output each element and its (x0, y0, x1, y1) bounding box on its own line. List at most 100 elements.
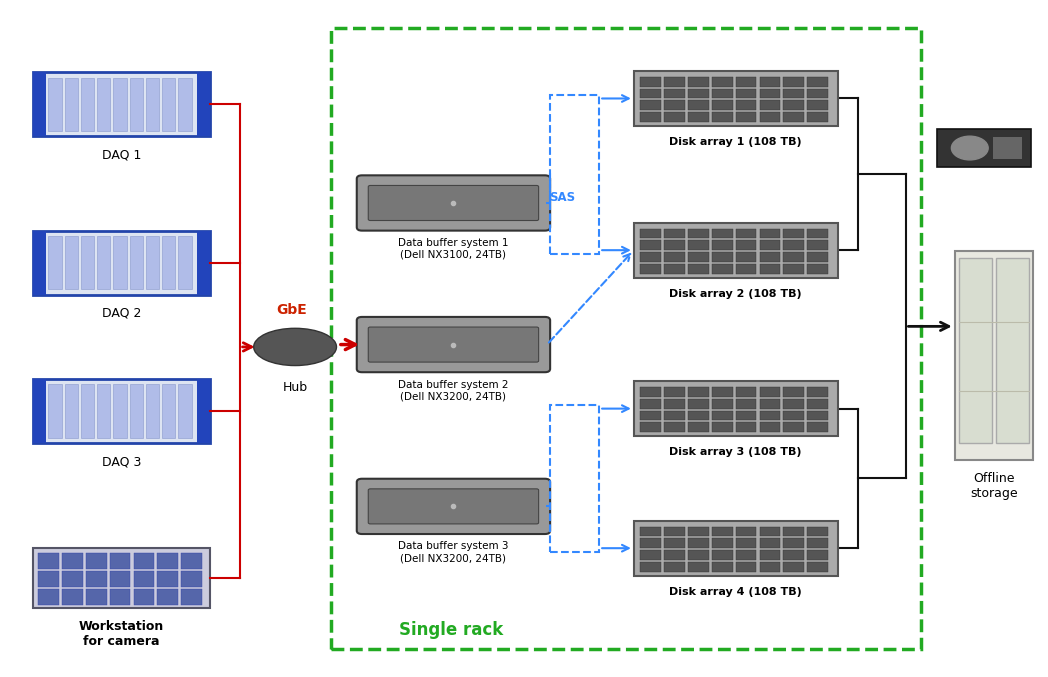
FancyBboxPatch shape (368, 185, 539, 221)
Bar (62, 571, 83, 587)
Bar (687, 112, 708, 122)
Bar (664, 538, 684, 548)
Bar (784, 112, 804, 122)
Bar (110, 589, 130, 605)
Bar (760, 550, 781, 560)
Text: Single rack: Single rack (398, 621, 503, 638)
Bar (807, 229, 828, 238)
Bar (807, 422, 828, 432)
Bar (807, 112, 828, 122)
Bar (110, 553, 130, 569)
Bar (664, 253, 684, 262)
Bar (712, 562, 733, 572)
Bar (81, 236, 94, 289)
Bar (687, 527, 708, 536)
Bar (162, 385, 175, 437)
Bar (32, 231, 211, 294)
Bar (807, 550, 828, 560)
Bar (736, 89, 757, 98)
Bar (157, 589, 178, 605)
Bar (330, 28, 921, 649)
Bar (640, 229, 661, 238)
Bar (760, 387, 781, 397)
Bar (133, 571, 154, 587)
Text: Offline
storage: Offline storage (970, 472, 1018, 500)
Bar (664, 264, 684, 274)
Bar (712, 411, 733, 420)
Bar (807, 387, 828, 397)
Bar (736, 253, 757, 262)
Bar (784, 399, 804, 409)
Text: Disk array 1 (108 TB): Disk array 1 (108 TB) (670, 137, 802, 147)
Text: DAQ 2: DAQ 2 (102, 307, 141, 320)
Bar (640, 550, 661, 560)
Bar (38, 553, 59, 569)
Bar (760, 229, 781, 238)
Bar (687, 240, 708, 250)
Bar (687, 538, 708, 548)
Bar (687, 253, 708, 262)
Bar (687, 89, 708, 98)
Text: Disk array 4 (108 TB): Disk array 4 (108 TB) (670, 586, 802, 596)
Bar (807, 253, 828, 262)
Bar (784, 264, 804, 274)
Bar (97, 385, 110, 437)
Bar (687, 387, 708, 397)
Bar (86, 589, 107, 605)
Bar (634, 521, 837, 576)
Bar (81, 385, 94, 437)
Bar (712, 77, 733, 87)
Text: Data buffer system 1
(Dell NX3100, 24TB): Data buffer system 1 (Dell NX3100, 24TB) (398, 238, 508, 260)
Bar (687, 100, 708, 110)
Bar (736, 264, 757, 274)
Bar (712, 527, 733, 536)
Bar (994, 137, 1022, 159)
Bar (937, 129, 1031, 167)
Bar (65, 236, 78, 289)
Bar (113, 236, 127, 289)
Bar (146, 385, 159, 437)
Bar (133, 589, 154, 605)
Bar (86, 571, 107, 587)
Bar (736, 422, 757, 432)
Bar (178, 78, 192, 131)
Bar (550, 406, 599, 552)
Bar (634, 71, 837, 126)
Bar (640, 527, 661, 536)
Bar (130, 78, 143, 131)
Bar (955, 251, 1033, 460)
Bar (664, 100, 684, 110)
Bar (664, 562, 684, 572)
Bar (784, 562, 804, 572)
Text: Data buffer system 3
(Dell NX3200, 24TB): Data buffer system 3 (Dell NX3200, 24TB) (398, 542, 508, 563)
Bar (784, 422, 804, 432)
Bar (687, 264, 708, 274)
Bar (48, 78, 62, 131)
Bar (736, 112, 757, 122)
Bar (664, 89, 684, 98)
Bar (784, 527, 804, 536)
Bar (807, 399, 828, 409)
Bar (640, 112, 661, 122)
Bar (32, 548, 211, 608)
Bar (640, 264, 661, 274)
Bar (807, 264, 828, 274)
Bar (760, 112, 781, 122)
Bar (664, 240, 684, 250)
Bar (712, 112, 733, 122)
Bar (664, 229, 684, 238)
Text: Disk array 2 (108 TB): Disk array 2 (108 TB) (670, 288, 802, 299)
Bar (664, 387, 684, 397)
Bar (807, 240, 828, 250)
FancyBboxPatch shape (356, 479, 550, 534)
Bar (65, 385, 78, 437)
Bar (130, 236, 143, 289)
Bar (760, 422, 781, 432)
Bar (197, 72, 211, 136)
Bar (959, 257, 991, 443)
Ellipse shape (254, 328, 336, 366)
Bar (640, 399, 661, 409)
Bar (712, 253, 733, 262)
FancyBboxPatch shape (368, 327, 539, 362)
Bar (760, 77, 781, 87)
